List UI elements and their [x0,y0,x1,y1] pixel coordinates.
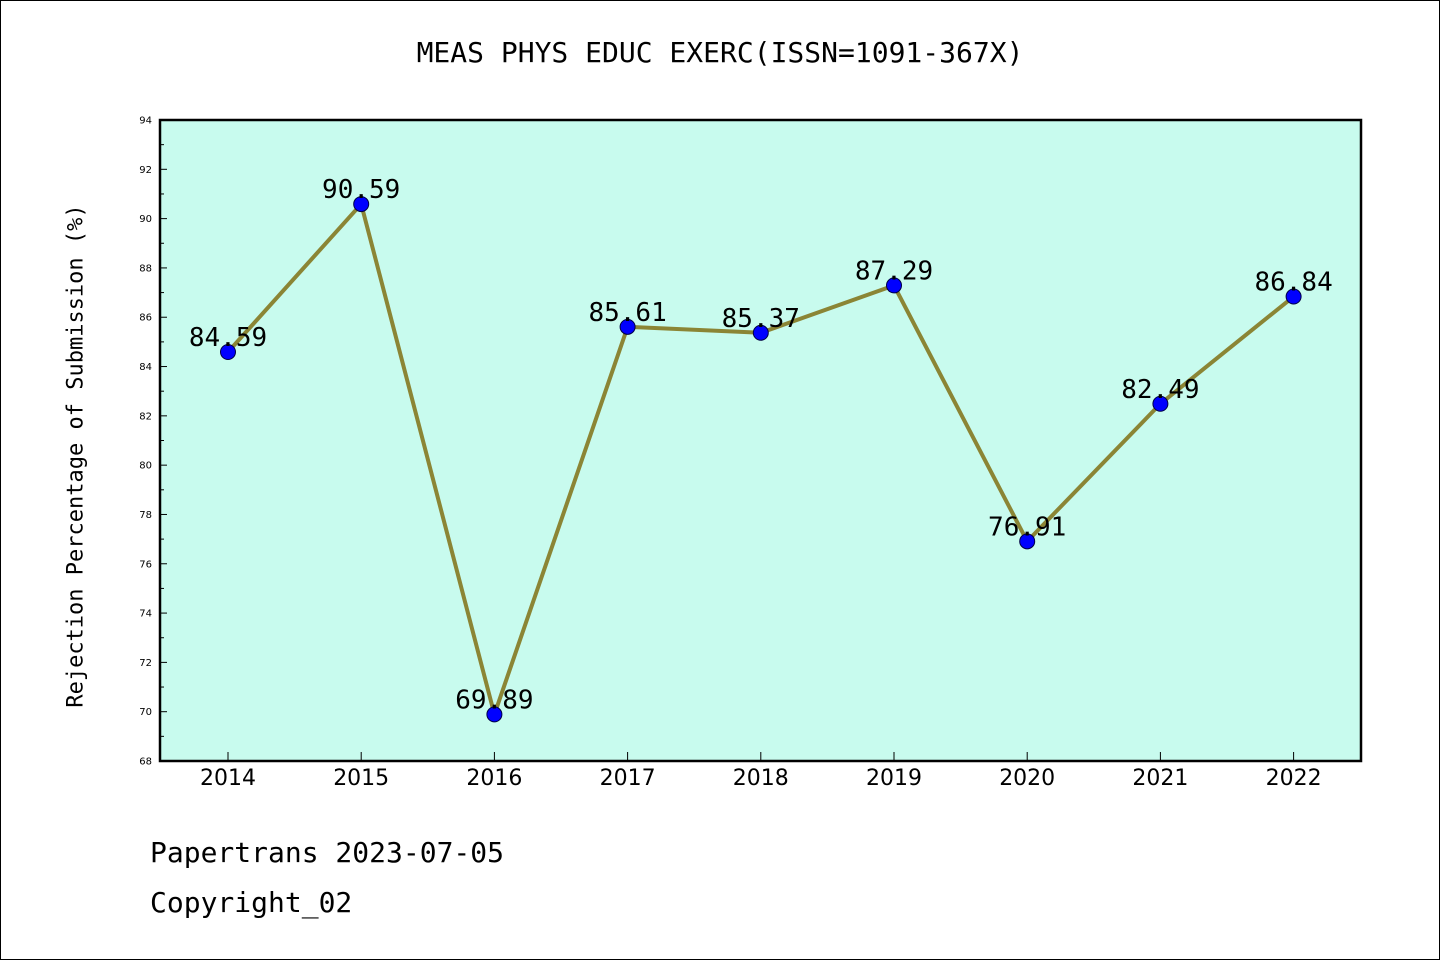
y-tick-label: 68 [139,757,152,768]
data-label: 85.61 [588,298,666,328]
data-label: 86.84 [1254,268,1332,298]
x-tick-label: 2015 [333,766,389,791]
data-label: 84.59 [189,323,267,353]
x-tick-label: 2018 [733,766,789,791]
data-labels: 84.59 90.59 69.89 85.61 85.37 87.29 76.91 82.49… [189,175,1333,715]
data-point [886,277,902,294]
y-tick-label: 92 [139,165,152,176]
footer-copyright: Copyright_02 [150,886,353,919]
plot-area [160,120,1361,761]
y-tick-label: 74 [139,609,152,620]
plot-frame [158,118,1363,763]
data-label: 82.49 [1121,375,1199,405]
x-tick-label: 2021 [1132,766,1188,791]
x-tick-label: 2016 [466,766,522,791]
y-tick-label: 94 [139,116,152,127]
y-tick-label: 86 [139,313,152,324]
x-tick-label: 2020 [999,766,1055,791]
x-tick-label: 2017 [600,766,656,791]
data-label: 76.91 [988,512,1066,542]
y-tick-label: 88 [139,263,152,274]
y-tick-label: 72 [139,658,152,669]
x-tick-label: 2014 [200,766,256,791]
data-point [486,706,503,723]
data-point [752,324,769,341]
chart-title: MEAS PHYS EDUC EXERC(ISSN=1091-367X) [416,36,1024,69]
data-point [1285,288,1302,305]
footer-source: Papertrans 2023-07-05 [150,836,505,869]
data-point [1019,533,1036,550]
data-label: 69.89 [455,685,533,715]
y-tick-label: 80 [139,461,152,472]
series-markers [220,196,1302,723]
data-point [1152,395,1169,412]
data-point [353,196,370,213]
data-point [220,343,236,360]
data-point [619,318,636,335]
y-tick-label: 82 [139,411,152,422]
y-tick-label: 70 [139,707,152,718]
data-label: 90.59 [322,175,400,205]
x-tick-label: 2019 [866,766,922,791]
data-label: 85.37 [722,304,800,334]
x-axis-ticks: 2014 2015 2016 2017 2018 2019 2020 2021 2022 [200,752,1322,791]
y-tick-label: 78 [139,510,152,521]
y-tick-label: 76 [139,559,152,570]
x-tick-label: 2022 [1266,766,1322,791]
data-label: 87.29 [855,256,933,286]
y-tick-label: 90 [139,214,152,225]
y-tick-label: 84 [139,362,152,373]
